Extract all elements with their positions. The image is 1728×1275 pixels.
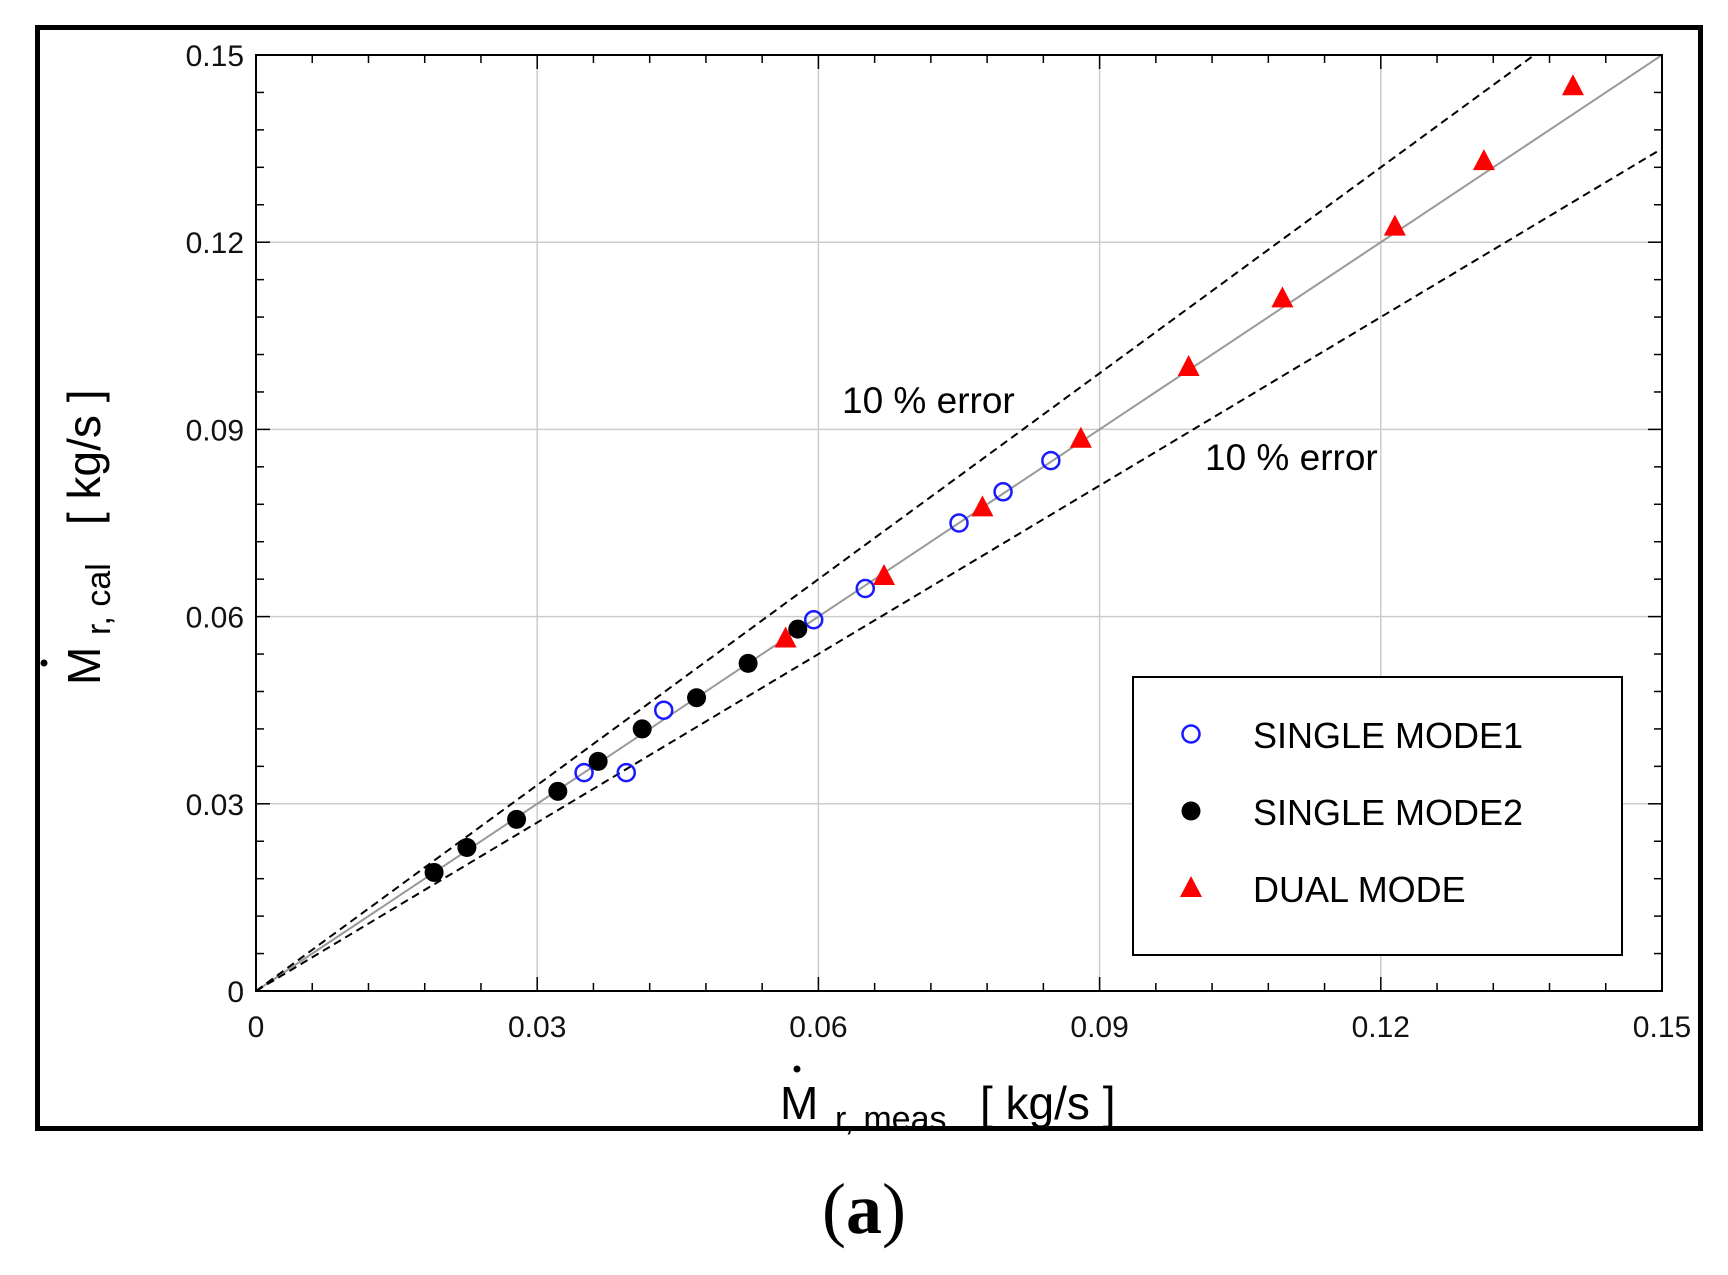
plot-border xyxy=(255,54,1663,992)
y-tick-label: 0 xyxy=(227,976,244,1009)
x-tick-label: 0.15 xyxy=(1633,1011,1691,1044)
legend: SINGLE MODE1 SINGLE MODE2 DUAL MODE xyxy=(1132,676,1623,956)
point-dual-mode xyxy=(774,626,797,648)
grid-lines xyxy=(256,55,1662,991)
x-axis-label: M r, meas [ kg/s ] xyxy=(780,1065,1115,1138)
point-single-mode1 xyxy=(616,762,636,783)
y-label-subscript: r, cal xyxy=(80,563,118,635)
point-single-mode2 xyxy=(424,862,444,882)
x-label-units: [ kg/s ] xyxy=(980,1077,1115,1129)
y-label-dot xyxy=(40,659,48,667)
y-tick-label: 0.03 xyxy=(186,789,244,822)
point-dual-mode xyxy=(1271,286,1294,308)
point-dual-mode xyxy=(971,495,994,517)
point-single-mode1 xyxy=(993,482,1013,502)
x-label-symbol: M xyxy=(780,1077,818,1129)
caption-letter: a xyxy=(846,1169,882,1249)
point-dual-mode xyxy=(1383,214,1406,236)
point-single-mode1 xyxy=(855,578,876,599)
point-single-mode2 xyxy=(687,688,707,708)
point-single-mode2 xyxy=(632,719,652,739)
point-single-mode1 xyxy=(574,762,594,783)
lower-error-line xyxy=(255,147,1663,992)
legend-box xyxy=(1132,676,1623,956)
x-label-dot xyxy=(793,1065,801,1073)
caption-close-paren: ) xyxy=(882,1169,906,1249)
point-single-mode1 xyxy=(803,609,824,630)
point-single-mode2 xyxy=(507,809,527,829)
x-tick-label: 0.12 xyxy=(1352,1011,1410,1044)
point-single-mode1 xyxy=(949,513,969,533)
point-dual-mode xyxy=(1561,74,1584,96)
x-tick-label: 0.03 xyxy=(508,1011,566,1044)
legend-marker-dual-mode xyxy=(1180,876,1202,897)
one-to-one-line xyxy=(255,54,1663,992)
legend-label-single-mode2: SINGLE MODE2 xyxy=(1253,792,1523,833)
y-label-symbol: M xyxy=(58,647,110,685)
point-single-mode2 xyxy=(457,837,477,857)
y-tick-label: 0.06 xyxy=(186,602,244,635)
point-single-mode1 xyxy=(1041,450,1061,471)
point-single-mode1 xyxy=(653,700,674,720)
legend-marker-single-mode1 xyxy=(1181,724,1201,744)
point-single-mode2 xyxy=(788,619,808,639)
x-tick-label: 0.06 xyxy=(789,1011,847,1044)
legend-marker-single-mode2 xyxy=(1181,801,1201,821)
point-single-mode2 xyxy=(738,653,758,673)
legend-label-dual-mode: DUAL MODE xyxy=(1253,869,1466,910)
point-single-mode2 xyxy=(588,751,608,771)
annotation-lower-error: 10 % error xyxy=(1205,437,1378,478)
x-tick-label: 0 xyxy=(248,1011,265,1044)
data-points xyxy=(424,74,1584,882)
x-tick-label: 0.09 xyxy=(1070,1011,1128,1044)
x-label-subscript: r, meas xyxy=(835,1100,946,1138)
y-tick-label: 0.15 xyxy=(186,40,244,73)
y-axis-label: M r, cal [ kg/s ] xyxy=(58,390,118,685)
y-tick-label: 0.09 xyxy=(186,414,244,447)
reference-lines xyxy=(255,54,1663,992)
caption-open-paren: ( xyxy=(822,1169,846,1249)
figure-frame xyxy=(35,25,1703,1131)
annotation-upper-error: 10 % error xyxy=(842,380,1015,421)
y-label-units: [ kg/s ] xyxy=(58,390,110,525)
point-dual-mode xyxy=(1069,426,1092,448)
point-dual-mode xyxy=(1177,355,1200,376)
y-tick-label: 0.12 xyxy=(186,227,244,260)
point-dual-mode xyxy=(873,564,896,586)
point-single-mode2 xyxy=(548,781,568,801)
tick-labels: 0 0.03 0.06 0.09 0.12 0.15 0 0.03 0.06 0.09 0.12 0.… xyxy=(186,40,1692,1044)
figure-caption: (a) xyxy=(0,1168,1728,1251)
point-dual-mode xyxy=(1472,149,1495,171)
upper-error-line xyxy=(255,54,1535,992)
legend-label-single-mode1: SINGLE MODE1 xyxy=(1253,715,1523,756)
